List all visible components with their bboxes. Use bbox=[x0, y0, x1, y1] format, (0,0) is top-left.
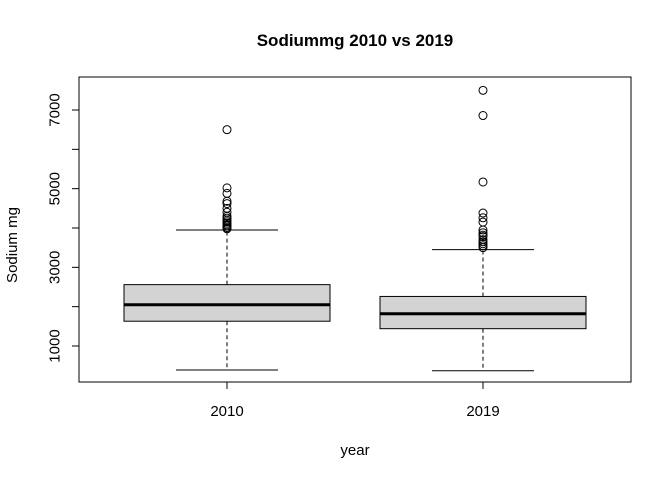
y-tick-label: 7000 bbox=[47, 93, 64, 126]
outlier-point bbox=[478, 111, 488, 121]
outlier-point bbox=[478, 208, 488, 218]
outlier-point bbox=[222, 207, 232, 217]
x-axis-label: year bbox=[340, 442, 369, 459]
x-tick-label: 2010 bbox=[210, 403, 243, 420]
outlier-point bbox=[478, 217, 488, 227]
outlier-point bbox=[222, 125, 232, 135]
y-tick-label: 1000 bbox=[47, 329, 64, 362]
chart-title: Sodiummg 2010 vs 2019 bbox=[257, 31, 454, 50]
y-axis-label: Sodium mg bbox=[4, 207, 21, 283]
box-iqr bbox=[123, 284, 331, 322]
plot-frame bbox=[78, 76, 632, 383]
y-tick-label: 3000 bbox=[47, 251, 64, 284]
outlier-point bbox=[478, 235, 488, 245]
outlier-point bbox=[478, 213, 488, 223]
outlier-point bbox=[478, 230, 488, 240]
chart-marks: 1000 3000 5000 7000 2010 2019 bbox=[47, 85, 587, 420]
x-tick-label: 2019 bbox=[466, 403, 499, 420]
outlier-point bbox=[478, 177, 488, 187]
outlier-point bbox=[222, 188, 232, 198]
outlier-point bbox=[222, 199, 232, 209]
outlier-point bbox=[478, 228, 488, 238]
outlier-point bbox=[222, 183, 232, 193]
outlier-point bbox=[222, 203, 232, 213]
y-tick-label: 5000 bbox=[47, 172, 64, 205]
outlier-point bbox=[478, 85, 488, 95]
